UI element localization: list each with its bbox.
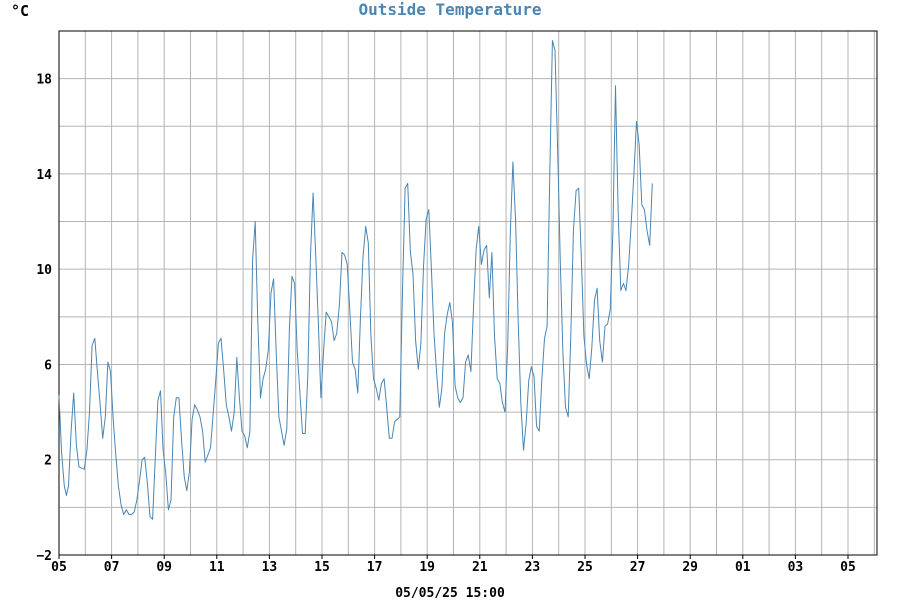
x-tick-label: 11 (209, 560, 225, 575)
temperature-series-line (58, 40, 653, 520)
x-tick-label: 27 (630, 560, 646, 575)
x-tick-label: 21 (472, 560, 488, 575)
x-tick-label: 05 (51, 560, 67, 575)
x-tick-label: 07 (104, 560, 120, 575)
x-tick-label: 13 (262, 560, 278, 575)
x-tick-label: 23 (525, 560, 541, 575)
x-tick-label: 29 (682, 560, 698, 575)
x-tick-label: 03 (788, 560, 804, 575)
chart-title: Outside Temperature (358, 0, 541, 19)
y-tick-label: 18 (36, 73, 52, 88)
x-tick-label: 25 (577, 560, 593, 575)
plot-area-frame (58, 30, 878, 556)
y-tick-label: 10 (36, 263, 52, 278)
x-tick-label: 09 (156, 560, 172, 575)
chart-footer-timestamp: 05/05/25 15:00 (395, 586, 505, 600)
x-tick-label: 05 (840, 560, 856, 575)
x-tick-label: 19 (419, 560, 435, 575)
x-tick-label: 15 (314, 560, 330, 575)
x-tick-labels: 05 07 09 11 13 15 17 19 21 23 25 27 29 01 03 05 (51, 555, 856, 575)
y-axis-unit-label: °C (11, 2, 29, 20)
y-tick-label: 6 (44, 358, 52, 373)
y-tick-label: 14 (36, 168, 52, 183)
series-layer (58, 40, 653, 520)
x-tick-label: 17 (367, 560, 383, 575)
y-tick-label: −2 (36, 549, 52, 564)
grid (59, 31, 877, 555)
y-tick-label: 2 (44, 454, 52, 469)
x-tick-label: 01 (735, 560, 751, 575)
y-tick-labels: −2 2 6 10 14 18 (36, 73, 52, 564)
